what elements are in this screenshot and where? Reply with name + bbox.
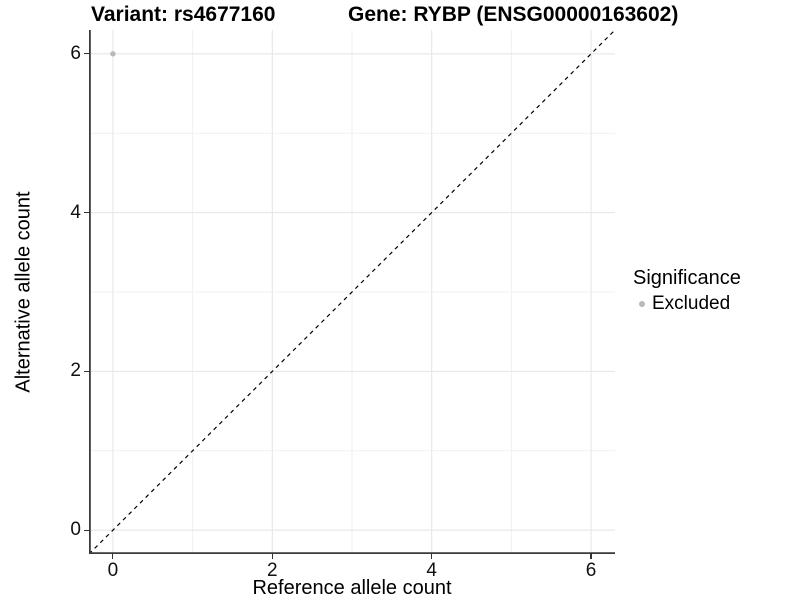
x-tick-mark	[590, 553, 592, 559]
y-tick-label: 6	[70, 42, 81, 64]
y-tick-label: 4	[70, 201, 81, 223]
plot-panel	[89, 30, 615, 554]
gene-title: Gene: RYBP (ENSG00000163602)	[348, 3, 679, 26]
legend-item-excluded: Excluded	[633, 293, 741, 315]
x-tick-label: 0	[107, 560, 119, 581]
legend-title: Significance	[633, 267, 741, 289]
x-tick-label: 2	[267, 560, 278, 581]
identity-line	[89, 30, 615, 554]
y-tick-mark	[84, 370, 90, 372]
x-tick-mark	[112, 553, 114, 559]
data-point-excluded	[110, 51, 116, 57]
x-tick-label: 4	[426, 560, 437, 581]
x-axis-title: Reference allele count	[252, 577, 452, 599]
variant-title: Variant: rs4677160	[91, 3, 276, 26]
legend: Significance Excluded	[633, 266, 741, 315]
y-tick-label: 0	[70, 519, 81, 541]
y-tick-mark	[84, 53, 90, 55]
y-tick-mark	[84, 529, 90, 531]
x-tick-mark	[431, 553, 433, 559]
legend-item-label: Excluded	[652, 293, 731, 314]
legend-key-box	[633, 296, 650, 313]
y-tick-mark	[84, 212, 90, 214]
x-tick-label: 6	[585, 560, 597, 581]
y-tick-label: 2	[70, 360, 81, 382]
scatter-plot-canvas	[89, 30, 615, 554]
x-tick-mark	[271, 553, 273, 559]
y-axis-title: Alternative allele count	[12, 191, 35, 393]
excluded-point-icon	[638, 301, 645, 307]
